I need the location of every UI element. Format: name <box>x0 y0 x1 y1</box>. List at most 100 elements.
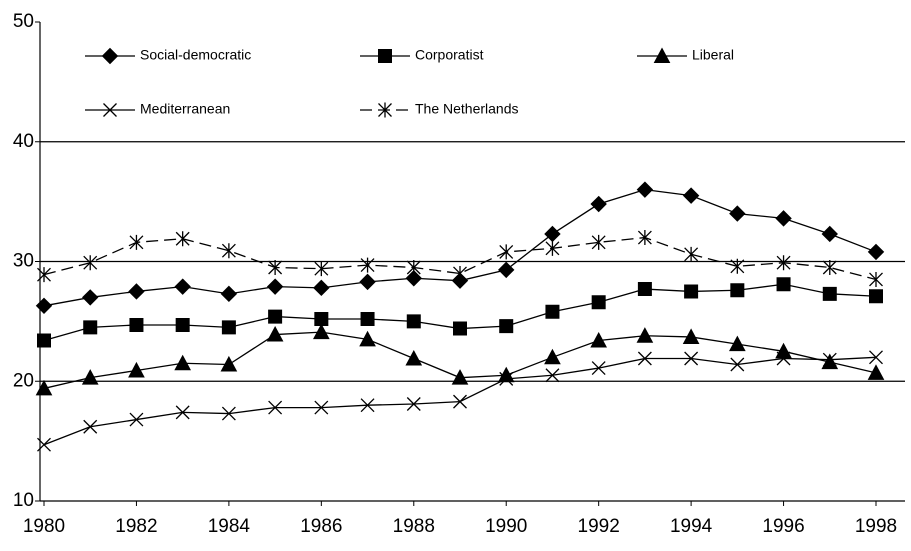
marker <box>266 278 284 295</box>
marker <box>499 319 514 334</box>
marker <box>128 283 145 300</box>
marker <box>776 255 791 271</box>
marker <box>869 271 883 287</box>
marker <box>498 261 515 279</box>
marker <box>35 297 53 315</box>
marker <box>636 327 654 343</box>
marker <box>360 398 375 413</box>
marker <box>590 195 607 213</box>
marker <box>869 350 883 365</box>
marker <box>453 394 467 409</box>
y-tick-label: 50 <box>13 11 34 32</box>
marker <box>83 255 98 271</box>
marker <box>359 273 376 291</box>
marker <box>314 400 329 415</box>
marker <box>359 330 376 347</box>
x-tick-label: 1996 <box>762 516 804 537</box>
marker <box>684 351 699 366</box>
marker <box>545 304 560 319</box>
marker <box>636 181 654 198</box>
marker <box>220 285 238 303</box>
marker <box>405 349 423 366</box>
x-tick-label: 1980 <box>23 516 65 537</box>
marker <box>821 225 838 243</box>
legend-label: Corporatist <box>415 47 484 63</box>
marker <box>175 317 190 332</box>
legend-label: Mediterranean <box>140 101 230 117</box>
marker <box>822 286 837 301</box>
marker <box>37 267 51 283</box>
marker <box>221 320 236 335</box>
marker <box>637 230 652 246</box>
marker <box>37 333 51 348</box>
x-tick-label: 1998 <box>855 516 897 537</box>
x-tick-label: 1984 <box>208 516 251 537</box>
marker <box>453 321 467 336</box>
x-tick-label: 1986 <box>300 516 342 537</box>
marker <box>128 361 145 378</box>
marker <box>730 283 745 298</box>
marker <box>684 246 699 262</box>
y-tick-label: 40 <box>13 131 34 152</box>
marker <box>266 325 284 342</box>
marker <box>453 265 467 281</box>
legend-label: Liberal <box>692 47 734 63</box>
x-tick-label: 1988 <box>393 516 435 537</box>
marker <box>591 295 606 310</box>
x-tick-label: 1992 <box>578 516 620 537</box>
marker <box>728 335 746 352</box>
legend-label: Social-democratic <box>140 47 251 63</box>
y-tick-label: 20 <box>13 370 34 391</box>
marker <box>406 259 421 275</box>
marker <box>684 284 699 299</box>
marker <box>775 210 792 227</box>
marker <box>35 379 53 396</box>
marker <box>221 243 236 259</box>
marker <box>730 258 745 274</box>
marker <box>83 419 98 434</box>
marker <box>312 323 330 340</box>
marker <box>591 361 606 376</box>
marker <box>314 261 329 277</box>
marker <box>268 400 283 415</box>
marker <box>544 225 561 243</box>
x-tick-label: 1994 <box>670 516 713 537</box>
marker <box>499 244 514 260</box>
marker <box>406 314 421 329</box>
marker <box>776 351 791 366</box>
marker <box>268 309 283 324</box>
marker <box>406 397 421 411</box>
marker <box>174 278 191 295</box>
marker <box>378 49 392 63</box>
y-tick-label: 30 <box>13 251 34 272</box>
marker <box>637 282 652 297</box>
marker <box>682 328 700 344</box>
marker <box>590 331 608 348</box>
marker <box>867 364 885 380</box>
marker <box>776 277 791 292</box>
marker <box>499 371 514 386</box>
marker <box>360 257 375 273</box>
marker <box>220 355 238 372</box>
marker <box>591 234 606 250</box>
marker <box>405 270 422 287</box>
marker <box>175 231 190 247</box>
marker <box>81 369 99 385</box>
marker <box>83 320 98 335</box>
marker <box>175 405 190 420</box>
marker <box>545 368 560 383</box>
marker <box>867 243 885 261</box>
x-tick-label: 1982 <box>115 516 157 537</box>
marker <box>221 406 236 421</box>
x-tick-label: 1990 <box>485 516 527 537</box>
marker <box>103 103 117 117</box>
marker <box>822 352 837 367</box>
marker <box>129 234 144 250</box>
marker <box>314 311 329 326</box>
marker <box>544 348 561 365</box>
marker <box>268 259 283 275</box>
marker <box>37 437 51 452</box>
marker <box>822 259 837 275</box>
marker <box>730 357 745 372</box>
